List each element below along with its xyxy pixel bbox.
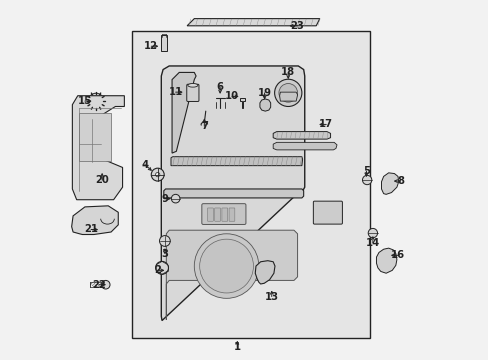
Text: 4: 4	[141, 159, 148, 170]
Polygon shape	[163, 189, 303, 198]
Polygon shape	[376, 248, 396, 273]
Circle shape	[151, 168, 164, 181]
Circle shape	[101, 280, 110, 289]
Circle shape	[278, 84, 297, 102]
Polygon shape	[279, 92, 297, 101]
FancyBboxPatch shape	[214, 208, 220, 221]
Text: 8: 8	[396, 176, 403, 186]
FancyBboxPatch shape	[202, 204, 245, 225]
Text: 17: 17	[319, 120, 333, 129]
FancyBboxPatch shape	[131, 31, 369, 338]
Text: 21: 21	[84, 225, 98, 234]
Text: 1: 1	[233, 342, 241, 352]
Polygon shape	[161, 66, 304, 320]
Polygon shape	[172, 72, 196, 153]
FancyBboxPatch shape	[161, 36, 167, 50]
Text: 14: 14	[365, 238, 379, 248]
Text: 9: 9	[161, 194, 168, 204]
Text: 11: 11	[168, 87, 183, 97]
Circle shape	[199, 239, 253, 293]
Polygon shape	[381, 173, 398, 194]
Text: 5: 5	[362, 166, 369, 176]
Text: 19: 19	[257, 88, 271, 98]
Text: 15: 15	[78, 96, 92, 106]
Polygon shape	[255, 261, 274, 284]
Polygon shape	[72, 96, 124, 200]
Circle shape	[274, 79, 301, 107]
FancyBboxPatch shape	[313, 201, 342, 224]
Text: 16: 16	[390, 250, 404, 260]
Text: 13: 13	[264, 292, 278, 302]
Polygon shape	[240, 98, 244, 108]
FancyBboxPatch shape	[186, 84, 199, 102]
Text: 7: 7	[201, 121, 207, 131]
Polygon shape	[171, 157, 302, 166]
Text: 20: 20	[95, 175, 109, 185]
Text: 2: 2	[154, 265, 161, 275]
Circle shape	[155, 261, 168, 274]
Text: 10: 10	[224, 91, 239, 102]
Circle shape	[88, 93, 104, 109]
Circle shape	[367, 228, 377, 238]
Circle shape	[159, 235, 170, 246]
Text: 23: 23	[290, 21, 304, 31]
Polygon shape	[72, 206, 118, 234]
Text: 22: 22	[92, 280, 105, 290]
Polygon shape	[187, 19, 319, 26]
Circle shape	[155, 172, 160, 177]
Text: 3: 3	[161, 248, 168, 258]
FancyBboxPatch shape	[228, 208, 234, 221]
Circle shape	[91, 96, 101, 106]
Circle shape	[171, 194, 180, 203]
Polygon shape	[273, 132, 330, 139]
FancyBboxPatch shape	[79, 113, 110, 161]
Polygon shape	[166, 230, 297, 320]
Text: 12: 12	[144, 41, 158, 51]
Polygon shape	[273, 142, 336, 150]
Text: 18: 18	[281, 67, 295, 77]
Circle shape	[194, 234, 258, 298]
Text: 6: 6	[216, 82, 223, 92]
FancyBboxPatch shape	[207, 208, 213, 221]
Circle shape	[362, 175, 371, 185]
Ellipse shape	[187, 84, 198, 87]
Polygon shape	[260, 99, 270, 111]
FancyBboxPatch shape	[222, 208, 227, 221]
